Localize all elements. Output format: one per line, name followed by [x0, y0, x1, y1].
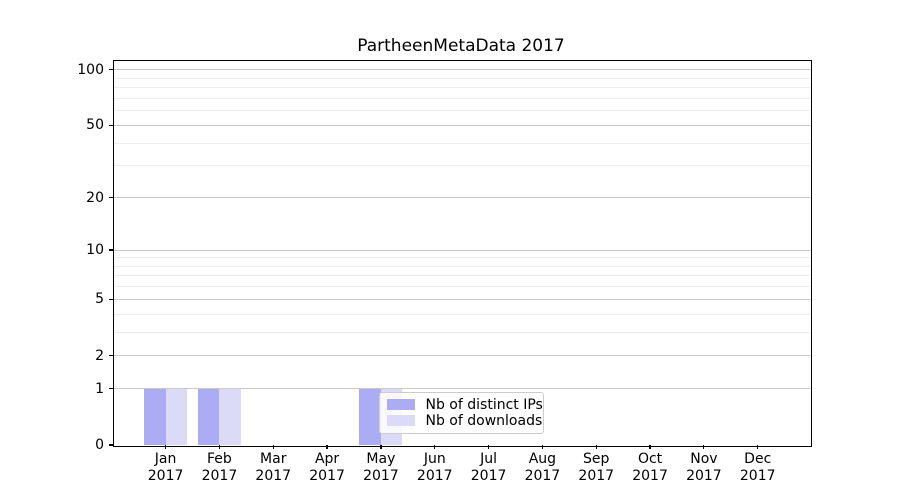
x-tick-mark [218, 445, 221, 449]
x-tick-mark [541, 445, 543, 449]
y-tick-mark [108, 355, 113, 357]
x-tick-mark [595, 445, 597, 449]
x-tick-label: Apr 2017 [309, 451, 345, 484]
bar-jan-series0 [144, 388, 166, 445]
y-major-gridline [113, 298, 810, 300]
x-tick-mark [757, 445, 759, 449]
x-tick-label: Jan 2017 [147, 451, 184, 484]
y-tick-label: 2 [95, 347, 104, 364]
y-major-gridline [113, 197, 810, 198]
bar-jan-series1 [165, 388, 188, 445]
y-tick-label: 100 [77, 61, 104, 78]
y-minor-gridline [113, 331, 810, 333]
x-tick-label: Aug 2017 [524, 451, 561, 484]
y-minor-gridline [113, 87, 810, 89]
x-tick-mark [272, 445, 274, 449]
x-tick-mark [703, 445, 705, 449]
chart-title: PartheenMetaData 2017 [357, 36, 565, 56]
x-tick-label: Dec 2017 [739, 451, 776, 484]
y-minor-gridline [113, 286, 810, 288]
y-major-gridline [113, 69, 810, 71]
y-tick-mark [108, 249, 113, 251]
y-tick-mark [108, 196, 113, 199]
bar-may-series0 [359, 388, 381, 445]
y-tick-label: 5 [95, 291, 104, 308]
y-tick-label: 20 [86, 189, 104, 206]
x-tick-mark [165, 445, 167, 449]
x-tick-label: Feb 2017 [201, 451, 238, 484]
y-major-gridline [113, 388, 810, 390]
y-minor-gridline [113, 165, 810, 167]
y-tick-label: 10 [86, 242, 104, 259]
y-minor-gridline [113, 275, 810, 277]
y-tick-mark [108, 444, 113, 446]
y-minor-gridline [113, 142, 810, 144]
legend: Nb of distinct IPs Nb of downloads [378, 391, 544, 434]
y-tick-label: 1 [95, 380, 104, 397]
x-tick-label: Oct 2017 [632, 451, 668, 484]
x-tick-mark [326, 445, 328, 449]
y-major-gridline [113, 124, 810, 126]
y-tick-mark [108, 124, 113, 126]
y-minor-gridline [113, 313, 810, 315]
x-tick-mark [649, 445, 651, 449]
x-tick-label: Jul 2017 [470, 451, 507, 484]
bar-feb-series1 [219, 388, 241, 445]
x-tick-mark [487, 445, 490, 449]
legend-label-series0: Nb of distinct IPs [425, 396, 543, 413]
x-tick-label: Mar 2017 [255, 451, 292, 484]
y-major-gridline [113, 249, 810, 251]
x-tick-label: Sep 2017 [578, 451, 615, 484]
y-minor-gridline [113, 97, 810, 99]
legend-row: Nb of downloads [386, 413, 542, 429]
bar-feb-series0 [197, 388, 220, 445]
y-minor-gridline [113, 110, 810, 112]
y-minor-gridline [113, 77, 810, 79]
y-major-gridline [113, 355, 810, 357]
legend-swatch-series0 [386, 399, 415, 410]
y-tick-label: 50 [86, 117, 104, 134]
legend-label-series1: Nb of downloads [425, 412, 543, 429]
legend-row: Nb of distinct IPs [386, 397, 543, 413]
y-tick-mark [108, 69, 113, 71]
y-tick-label: 0 [95, 437, 104, 453]
y-minor-gridline [113, 257, 810, 259]
legend-swatch-series1 [386, 415, 415, 426]
y-minor-gridline [113, 265, 810, 267]
x-tick-mark [380, 445, 382, 449]
plot-area-border [112, 59, 812, 447]
y-tick-mark [108, 298, 113, 300]
x-tick-label: Nov 2017 [686, 451, 722, 484]
x-tick-label: Jun 2017 [416, 451, 453, 484]
x-tick-label: May 2017 [363, 451, 399, 484]
y-tick-mark [108, 388, 113, 390]
x-tick-mark [434, 445, 436, 449]
